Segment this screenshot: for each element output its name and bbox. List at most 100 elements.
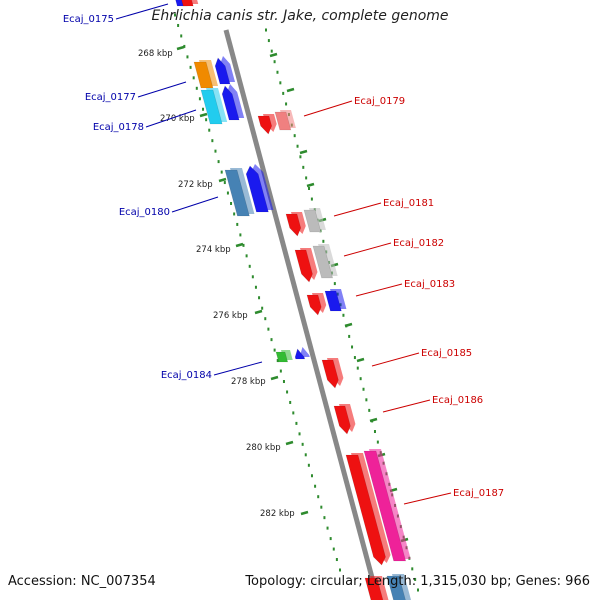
- ruler-major-tick: [218, 177, 227, 183]
- gene-label: Ecaj_0182: [393, 238, 444, 249]
- gene-leader-line: [403, 492, 452, 505]
- track-dot: [198, 97, 201, 101]
- gene-leader-line: [145, 109, 197, 128]
- track-dot: [230, 201, 233, 205]
- track-dot: [254, 285, 257, 289]
- accession-text: Accession: NC_007354: [8, 574, 156, 589]
- gene-leader-line: [115, 3, 169, 20]
- track-dot: [376, 440, 379, 444]
- track-dot: [282, 380, 285, 384]
- track-dot: [267, 327, 270, 331]
- cds-feature-ecaj-0186: [333, 404, 356, 435]
- map-title: Ehrlichia canis str. Jake, complete geno…: [151, 8, 449, 24]
- kbp-tick-label: 280 kbp: [246, 443, 281, 453]
- track-dot: [189, 65, 192, 69]
- track-dot: [276, 70, 279, 74]
- track-dot: [186, 55, 189, 59]
- ruler-major-tick: [344, 322, 353, 328]
- track-dot: [279, 369, 282, 373]
- track-dot: [248, 264, 251, 268]
- cds-face: [324, 290, 342, 312]
- track-dot: [245, 254, 248, 258]
- track-dot: [217, 160, 220, 164]
- gene-label: Ecaj_0180: [119, 207, 170, 218]
- track-dot: [332, 547, 335, 551]
- track-dot: [239, 233, 242, 237]
- kbp-tick-label: 274 kbp: [196, 245, 231, 255]
- track-dot: [351, 345, 354, 349]
- track-dot: [356, 366, 359, 370]
- track-dot: [317, 495, 320, 499]
- gene-label: Ecaj_0181: [383, 198, 434, 209]
- track-dot: [242, 243, 245, 247]
- cds-feature-ecaj-0177a: [193, 60, 219, 89]
- track-dot: [368, 408, 371, 412]
- ruler-major-tick: [356, 357, 365, 363]
- cds-face: [303, 209, 322, 233]
- track-dot: [233, 212, 236, 216]
- track-dot: [183, 44, 186, 48]
- track-dot: [236, 222, 239, 226]
- track-dot: [270, 49, 273, 53]
- forward-ruler-track: [174, 13, 341, 572]
- track-dot: [314, 484, 317, 488]
- track-dot: [285, 102, 288, 106]
- track-dot: [299, 155, 302, 159]
- track-dot: [264, 317, 267, 321]
- gene-label: Ecaj_0184: [161, 370, 212, 381]
- gene-leader-line: [355, 283, 403, 297]
- gene-leader-line: [137, 81, 187, 98]
- cds-face: [200, 89, 223, 125]
- track-dot: [302, 165, 305, 169]
- cds-feature-ecaj-0181b: [303, 208, 326, 233]
- gene-leader-line: [343, 242, 392, 257]
- cds-feature-ecaj-0185: [321, 358, 344, 389]
- gene-label: Ecaj_0179: [354, 96, 405, 107]
- track-dot: [296, 144, 299, 148]
- track-dot: [261, 306, 264, 310]
- cds-feature-ecaj-0183b: [324, 289, 347, 312]
- track-dot: [223, 181, 226, 185]
- cds-face: [221, 85, 240, 121]
- track-dot: [251, 275, 254, 279]
- track-dot: [373, 430, 376, 434]
- track-dot: [258, 296, 261, 300]
- gene-label: Ecaj_0186: [432, 395, 483, 406]
- cds-shadow: [300, 347, 310, 357]
- cds-face: [224, 169, 250, 217]
- kbp-tick-label: 278 kbp: [231, 377, 266, 387]
- gene-leader-line: [303, 100, 353, 117]
- track-dot: [323, 516, 326, 520]
- track-dot: [265, 28, 267, 32]
- cds-feature-ecaj-0187a: [345, 453, 391, 566]
- track-dot: [180, 34, 183, 38]
- cds-face: [181, 0, 194, 7]
- track-dot: [305, 176, 308, 180]
- cds-face: [363, 450, 407, 562]
- track-dot: [348, 334, 351, 338]
- track-dot: [174, 13, 176, 17]
- cds-face: [245, 165, 269, 213]
- track-dot: [329, 537, 332, 541]
- cds-feature-ecaj-0179b: [274, 110, 296, 131]
- ruler-major-tick: [306, 182, 315, 188]
- cds-face: [386, 575, 406, 600]
- cds-feature-ecaj-0181: [285, 212, 306, 237]
- gene-leader-line: [333, 202, 382, 217]
- track-dot: [202, 107, 205, 111]
- track-dot: [298, 432, 301, 436]
- ruler-major-tick: [254, 309, 263, 315]
- kbp-tick-label: 282 kbp: [260, 509, 295, 519]
- gene-label: Ecaj_0183: [404, 279, 455, 290]
- track-dot: [289, 400, 292, 404]
- track-dot: [322, 239, 325, 243]
- track-dot: [208, 128, 211, 132]
- cds-feature-bottom-a: [364, 576, 389, 600]
- track-dot: [295, 421, 298, 425]
- track-dot: [293, 134, 296, 138]
- gene-label: Ecaj_0187: [453, 488, 504, 499]
- ruler-major-tick: [235, 242, 244, 248]
- track-dot: [359, 377, 362, 381]
- track-dot: [335, 558, 338, 562]
- cds-feature-ecaj-0180a: [224, 168, 255, 217]
